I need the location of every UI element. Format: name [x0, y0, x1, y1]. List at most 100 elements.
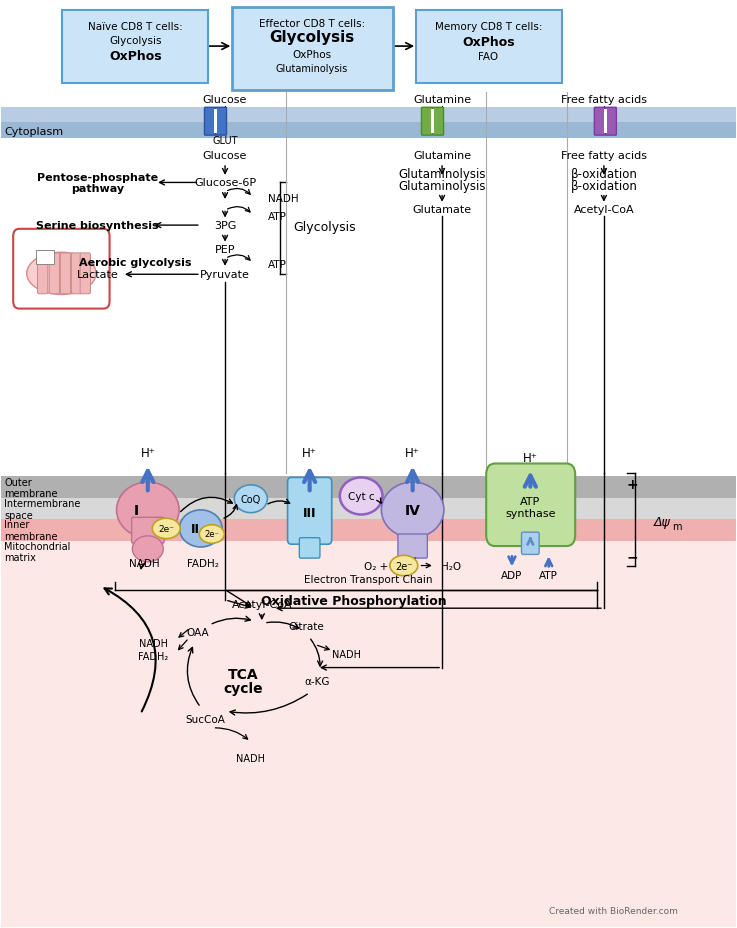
Text: Free fatty acids: Free fatty acids: [561, 95, 647, 105]
Text: Created with BioRender.com: Created with BioRender.com: [548, 906, 677, 915]
Text: Intermembrane
space: Intermembrane space: [4, 498, 81, 521]
Text: III: III: [303, 507, 316, 520]
Ellipse shape: [381, 483, 444, 538]
Text: +: +: [626, 477, 638, 492]
Text: Aerobic glycolysis: Aerobic glycolysis: [79, 258, 192, 268]
Text: β-oxidation: β-oxidation: [570, 167, 638, 180]
Text: Cyt c: Cyt c: [348, 492, 374, 501]
Text: Glutaminolysis: Glutaminolysis: [276, 64, 348, 74]
Text: OxPhos: OxPhos: [462, 36, 514, 49]
FancyBboxPatch shape: [80, 253, 91, 294]
Text: OAA: OAA: [186, 627, 209, 638]
Bar: [214, 110, 217, 135]
Text: Glucose: Glucose: [203, 150, 247, 161]
Text: Glycolysis: Glycolysis: [109, 35, 161, 45]
Text: 3PG: 3PG: [214, 221, 237, 231]
FancyBboxPatch shape: [486, 464, 575, 547]
Text: ATP: ATP: [268, 260, 287, 270]
FancyBboxPatch shape: [215, 109, 226, 136]
FancyBboxPatch shape: [522, 533, 539, 555]
Ellipse shape: [234, 485, 268, 513]
Text: H₂O: H₂O: [441, 561, 461, 571]
Bar: [36, 251, 55, 264]
Text: Pyruvate: Pyruvate: [200, 270, 250, 280]
FancyBboxPatch shape: [605, 109, 616, 136]
FancyBboxPatch shape: [416, 11, 562, 84]
Text: NADH: NADH: [332, 649, 360, 659]
Text: Outer
membrane: Outer membrane: [4, 477, 58, 499]
Text: Lactate: Lactate: [77, 270, 119, 280]
Text: TCA: TCA: [228, 667, 259, 681]
Text: Δψ: Δψ: [654, 515, 671, 528]
Text: cycle: cycle: [223, 681, 263, 695]
FancyBboxPatch shape: [204, 109, 215, 136]
Bar: [1, 498, 736, 520]
Bar: [604, 110, 607, 135]
Text: PEP: PEP: [214, 245, 235, 255]
Text: 2e⁻: 2e⁻: [204, 530, 219, 539]
Text: OxPhos: OxPhos: [293, 50, 332, 60]
Text: SucCoA: SucCoA: [185, 714, 225, 724]
FancyBboxPatch shape: [38, 253, 48, 294]
Text: ATP
synthase: ATP synthase: [505, 496, 556, 519]
Ellipse shape: [179, 510, 222, 548]
Text: ADP: ADP: [501, 570, 523, 580]
Bar: [1, 520, 736, 542]
FancyBboxPatch shape: [594, 109, 605, 136]
Text: Citrate: Citrate: [288, 621, 324, 631]
FancyBboxPatch shape: [60, 253, 71, 294]
Ellipse shape: [340, 478, 383, 515]
Text: 2e⁻: 2e⁻: [395, 561, 413, 571]
Text: α-KG: α-KG: [304, 677, 329, 687]
FancyBboxPatch shape: [299, 538, 320, 559]
Ellipse shape: [116, 483, 179, 538]
Text: I: I: [134, 503, 139, 517]
Text: II: II: [190, 522, 200, 535]
Text: GLUT: GLUT: [212, 135, 238, 146]
Text: FADH₂: FADH₂: [187, 558, 219, 568]
Text: Mitochondrial
matrix: Mitochondrial matrix: [4, 541, 71, 562]
Text: Free fatty acids: Free fatty acids: [561, 150, 647, 161]
FancyBboxPatch shape: [13, 229, 110, 309]
Text: β-oxidation: β-oxidation: [570, 179, 638, 192]
Bar: [1, 1, 736, 139]
Text: Glutaminolysis: Glutaminolysis: [398, 179, 486, 192]
Text: Glutamine: Glutamine: [413, 150, 471, 161]
Text: H⁺: H⁺: [302, 446, 317, 459]
FancyBboxPatch shape: [49, 253, 60, 294]
Text: OxPhos: OxPhos: [109, 50, 161, 63]
FancyBboxPatch shape: [422, 109, 433, 136]
Text: CoQ: CoQ: [241, 495, 261, 504]
Text: ATP: ATP: [268, 212, 287, 222]
Text: NADH: NADH: [268, 194, 298, 204]
Text: FAO: FAO: [478, 52, 498, 62]
Text: Glucose-6P: Glucose-6P: [194, 178, 256, 188]
Bar: [431, 110, 434, 135]
Text: Oxidative Phosphorylation: Oxidative Phosphorylation: [261, 595, 447, 608]
Text: Glutaminolysis: Glutaminolysis: [398, 167, 486, 180]
Text: Glycolysis: Glycolysis: [269, 31, 354, 45]
Text: Effector CD8 T cells:: Effector CD8 T cells:: [259, 19, 365, 29]
Text: IV: IV: [405, 503, 421, 517]
FancyBboxPatch shape: [71, 253, 82, 294]
Text: −: −: [626, 549, 638, 563]
FancyBboxPatch shape: [231, 8, 393, 91]
Text: Memory CD8 T cells:: Memory CD8 T cells:: [435, 21, 542, 32]
Text: NADH: NADH: [237, 754, 265, 764]
Text: Acetyl-CoA: Acetyl-CoA: [573, 205, 635, 215]
Text: FADH₂: FADH₂: [138, 651, 169, 661]
Ellipse shape: [199, 525, 224, 544]
Text: Acetyl-CoA: Acetyl-CoA: [231, 599, 292, 610]
Ellipse shape: [153, 519, 180, 539]
Ellipse shape: [27, 253, 96, 295]
Bar: [1, 109, 736, 123]
Text: Glutamate: Glutamate: [413, 205, 472, 215]
Text: Electron Transport Chain: Electron Transport Chain: [304, 574, 433, 585]
Text: Glycolysis: Glycolysis: [293, 221, 356, 234]
Bar: [1, 542, 736, 927]
Text: Pentose-phosphate
pathway: Pentose-phosphate pathway: [38, 173, 158, 194]
Text: Glutamine: Glutamine: [413, 95, 471, 105]
FancyBboxPatch shape: [398, 535, 427, 559]
FancyBboxPatch shape: [433, 109, 444, 136]
Ellipse shape: [133, 536, 164, 562]
